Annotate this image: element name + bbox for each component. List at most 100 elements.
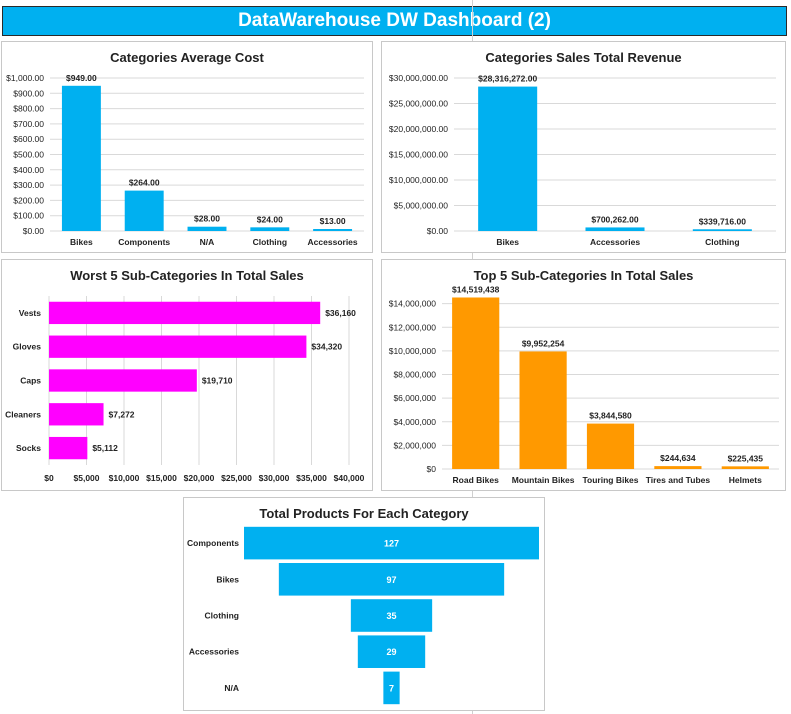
y-tick-label: $10,000,000 [389,346,437,356]
bar [187,226,227,231]
bar [313,229,353,231]
y-tick-label: $1,000.00 [6,73,44,83]
chart-svg: $0 $5,000 $10,000 $15,000 $20,000 $25,000 $30,… [5,296,365,483]
category-label: N/A [224,683,239,693]
y-tick-label: $700.00 [13,119,44,129]
y-tick-label: $0.00 [427,226,449,236]
x-tick-label: Bikes [70,237,93,247]
data-label: $9,952,254 [522,338,565,348]
chart-panel-worst-5[interactable]: Worst 5 Sub-Categories In Total Sales $0… [1,259,373,491]
y-tick-label: $500.00 [13,150,44,160]
y-tick-label: $4,000,000 [393,417,436,427]
bar [452,297,500,469]
bar [49,369,197,392]
y-tick-label: $0.00 [23,226,45,236]
data-label: $24.00 [257,214,283,224]
data-label: $28,316,272.00 [478,74,537,84]
chart-title: Worst 5 Sub-Categories In Total Sales [70,268,304,283]
x-tick-label: Accessories [590,237,640,247]
bar [61,85,101,231]
x-tick-label: Helmets [729,475,762,485]
y-tick-label: $200.00 [13,195,44,205]
bar [278,563,505,596]
bar [383,671,400,705]
y-tick-label: $20,000,000.00 [389,124,448,134]
bar [350,599,433,632]
chart-panel-average-cost[interactable]: Categories Average Cost $0.00 $100.00 $200… [1,41,373,253]
y-tick-label: $30,000,000.00 [389,73,448,83]
chart-panel-funnel[interactable]: Total Products For Each Category 127 Comp… [183,497,545,711]
x-tick-label: $15,000 [146,473,177,483]
category-label: Components [187,538,239,548]
y-tick-label: $6,000,000 [393,393,436,403]
y-tick-label: $0 [427,464,437,474]
bar [519,351,567,469]
y-tick-label: $14,000,000 [389,299,437,309]
chart-title: Top 5 Sub-Categories In Total Sales [473,268,694,283]
bar [721,466,769,469]
chart-svg: $0.00 $5,000,000.00 $10,000,000.00 $15,000,… [389,73,776,247]
data-label: 97 [386,575,396,585]
dashboard-banner: DataWarehouse DW Dashboard (2) [2,6,787,36]
chart-panel-top-5[interactable]: Top 5 Sub-Categories In Total Sales $0 $2… [381,259,786,491]
data-label: 35 [386,611,396,621]
data-label: $244,634 [660,453,696,463]
y-tick-label: $10,000,000.00 [389,175,448,185]
bar [250,227,290,231]
y-tick-label: $2,000,000 [393,440,436,450]
y-tick-label: Cleaners [5,409,41,419]
category-label: Accessories [189,647,239,657]
y-tick-label: $400.00 [13,165,44,175]
data-label: $5,112 [92,443,118,453]
data-label: $19,710 [202,376,233,386]
x-tick-label: $5,000 [74,473,100,483]
x-tick-label: Tires and Tubes [646,475,711,485]
y-tick-label: $25,000,000.00 [389,99,448,109]
data-label: $7,272 [109,409,135,419]
x-tick-label: Road Bikes [453,475,500,485]
x-tick-label: Bikes [496,237,519,247]
chart-title: Total Products For Each Category [259,506,469,521]
x-tick-label: $30,000 [259,473,290,483]
data-label: $700,262.00 [591,214,639,224]
data-label: $339,716.00 [699,216,747,226]
x-tick-label: $10,000 [109,473,140,483]
x-tick-label: N/A [200,237,215,247]
y-tick-label: $15,000,000.00 [389,150,448,160]
y-tick-label: $8,000,000 [393,370,436,380]
bar [586,423,635,469]
x-tick-label: $0 [44,473,54,483]
data-label: $949.00 [66,73,97,83]
bar [478,86,538,232]
x-tick-label: $35,000 [296,473,327,483]
y-tick-label: $600.00 [13,134,44,144]
x-tick-label: $40,000 [334,473,365,483]
y-tick-label: $5,000,000.00 [394,201,449,211]
bar [124,190,164,231]
x-tick-label: Components [118,237,170,247]
y-tick-label: $900.00 [13,88,44,98]
x-tick-label: Clothing [705,237,739,247]
bar [692,229,752,231]
y-tick-label: $800.00 [13,104,44,114]
chart-title: Categories Average Cost [110,50,264,65]
chart-svg: $0.00 $100.00 $200.00 $300.00 $400.00 $500.00… [6,73,364,247]
x-tick-label: $20,000 [184,473,215,483]
y-tick-label: Gloves [13,342,42,352]
y-tick-label: Caps [20,376,41,386]
x-tick-label: Accessories [308,237,358,247]
x-tick-label: Clothing [253,237,287,247]
bar [244,526,539,560]
bar [357,635,426,668]
category-label: Clothing [205,611,239,621]
data-label: $34,320 [311,342,342,352]
chart-title: Categories Sales Total Revenue [485,50,682,65]
data-label: 127 [384,539,399,549]
bar [49,436,88,460]
chart-panel-total-revenue[interactable]: Categories Sales Total Revenue $0.00 $5,0… [381,41,786,253]
chart-svg: $0 $2,000,000 $4,000,000 $6,000,000 $8,000,0… [389,284,779,485]
data-label: $36,160 [325,308,356,318]
y-tick-label: Socks [16,443,41,453]
data-label: 29 [386,647,396,657]
category-label: Bikes [216,574,239,584]
